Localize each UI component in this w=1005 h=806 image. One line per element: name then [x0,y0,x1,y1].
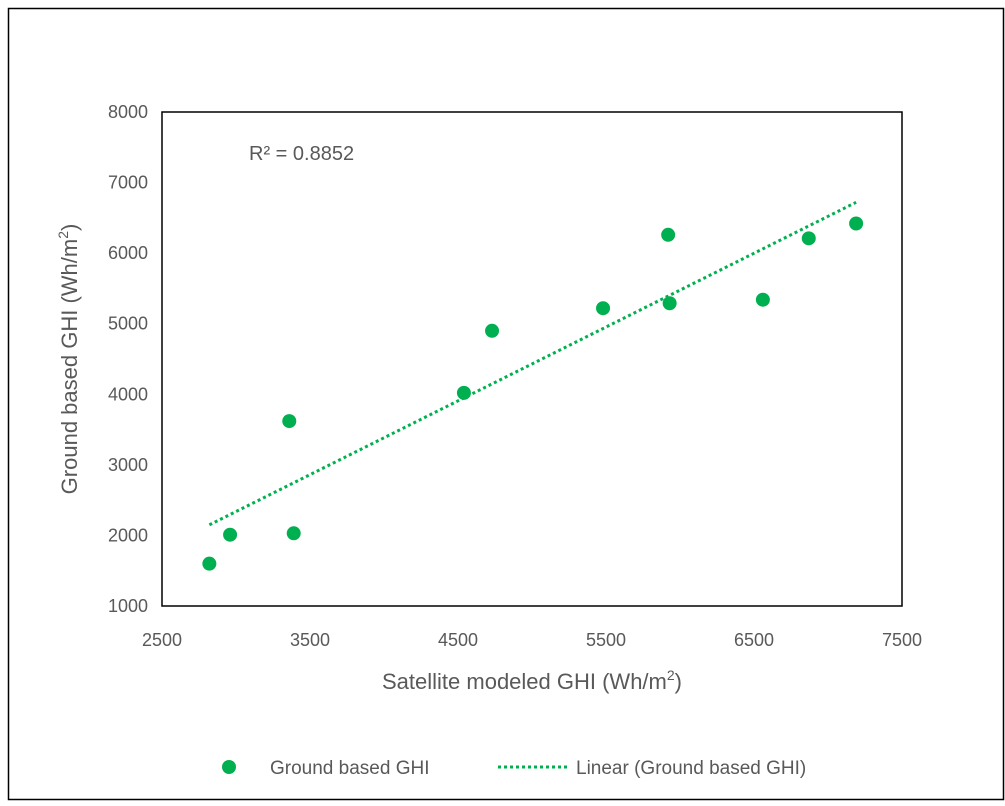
data-point [282,414,297,429]
x-tick-label: 3500 [290,630,330,650]
y-tick-label: 2000 [108,525,148,545]
data-point [202,556,217,571]
x-tick-label: 7500 [882,630,922,650]
data-point [801,231,816,246]
data-point [849,216,864,231]
x-axis-title: Satellite modeled GHI (Wh/m2) [382,667,682,694]
linear-trendline [208,200,857,527]
y-tick-label: 4000 [108,384,148,404]
x-tick-label: 5500 [586,630,626,650]
y-tick-label: 6000 [108,243,148,263]
y-axis-tick-labels: 1000 2000 3000 4000 5000 6000 7000 8000 [108,102,148,616]
x-tick-label: 4500 [438,630,478,650]
legend-marker-ground-based-ghi [222,760,236,774]
y-axis-title: Ground based GHI (Wh/m2) [55,224,82,495]
r-squared-annotation: R² = 0.8852 [249,143,354,165]
data-point [286,526,301,541]
y-tick-label: 3000 [108,455,148,475]
x-tick-label: 6500 [734,630,774,650]
y-tick-label: 5000 [108,314,148,334]
legend-label-trendline: Linear (Ground based GHI) [576,758,806,779]
data-point [456,385,471,400]
data-point [661,227,676,242]
y-tick-label: 7000 [108,173,148,193]
data-point [485,323,500,338]
legend: Ground based GHI Linear (Ground based GH… [222,758,806,779]
chart-border [7,7,1005,801]
data-point [596,301,611,316]
legend-label-ground-based-ghi: Ground based GHI [270,758,429,779]
x-tick-label: 2500 [142,630,182,650]
data-point [223,527,238,542]
data-points [202,216,864,571]
data-point [755,292,770,307]
plot-area [161,111,903,607]
data-point [662,296,677,311]
y-tick-label: 1000 [108,596,148,616]
y-tick-label: 8000 [108,102,148,122]
x-axis-tick-labels: 2500 3500 4500 5500 6500 7500 [142,630,922,650]
